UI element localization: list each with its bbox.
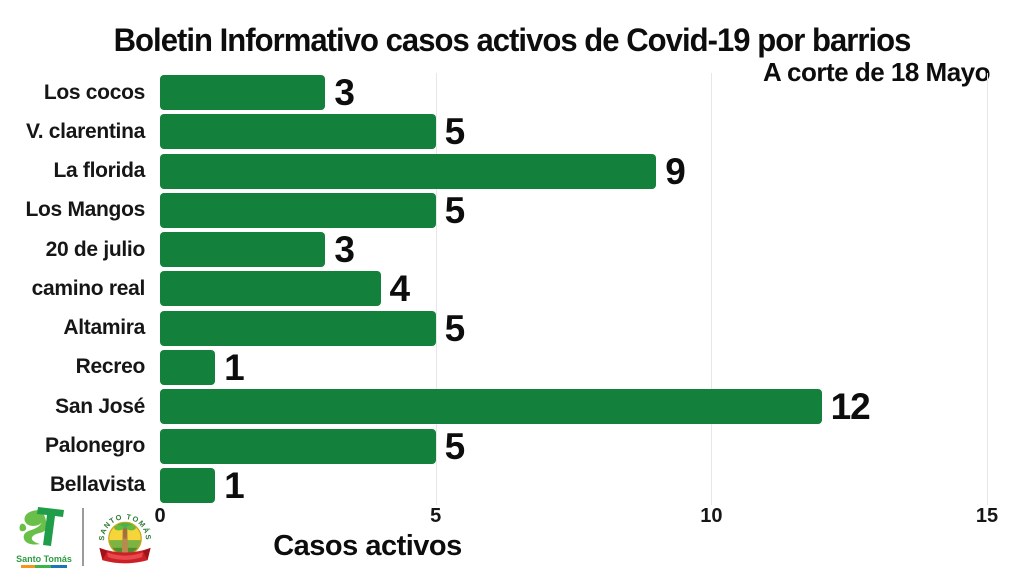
bar-row: La florida 9 (0, 152, 1024, 191)
category-label: 20 de julio (45, 237, 146, 261)
bar (160, 192, 436, 228)
x-axis-label: Casos activos (273, 530, 462, 562)
bar-row: San José 12 (0, 387, 1024, 426)
bar-track: 1 (160, 466, 1024, 505)
footer-logos: Santo Tomás SANTO TOMÁS (16, 503, 156, 571)
bar-value-label: 4 (389, 268, 411, 310)
bar-value-label: 5 (444, 307, 466, 349)
bar (160, 467, 216, 503)
seal-ribbon (107, 552, 143, 560)
x-tick-0: 0 (154, 505, 166, 527)
bar (160, 310, 436, 346)
category-label: V. clarentina (25, 119, 145, 143)
bar-track: 5 (160, 426, 1024, 465)
bar-row: Los cocos 3 (0, 73, 1024, 112)
bar (160, 114, 436, 150)
bar-track: 9 (160, 152, 1024, 191)
x-axis: 0 5 10 15 (0, 505, 1024, 535)
bar-row: Bellavista 1 (0, 466, 1024, 505)
bar (160, 271, 381, 307)
bar-track: 3 (160, 230, 1024, 269)
bar-value-label: 5 (444, 189, 466, 231)
category-label: La florida (53, 159, 145, 183)
bar-value-label: 5 (444, 425, 466, 467)
bar (160, 232, 326, 268)
bar-value-label: 9 (665, 150, 686, 192)
bar-track: 4 (160, 269, 1024, 308)
st-monogram-icon (19, 507, 64, 546)
bar-value-label: 3 (334, 72, 355, 114)
chart-title: Boletin Informativo casos activos de Cov… (113, 22, 912, 58)
bar-row: 20 de julio 3 (0, 230, 1024, 269)
bar-track: 5 (160, 309, 1024, 348)
bar-value-label: 3 (334, 229, 355, 271)
bar-row: camino real 4 (0, 269, 1024, 308)
x-tick-5: 5 (430, 505, 442, 527)
category-label: San José (55, 394, 145, 418)
bar-track: 3 (160, 73, 1024, 112)
bar-track: 1 (160, 348, 1024, 387)
logo-divider (82, 508, 84, 566)
st-logo-wordmark: Santo Tomás (16, 554, 72, 564)
bar (160, 75, 326, 111)
gridline-5 (435, 73, 437, 505)
gridline-10 (711, 73, 713, 505)
bar-rows: Los cocos 3 V. clarentina 5 La florida 9 Los M… (0, 73, 1024, 505)
bar-row: Altamira 5 (0, 309, 1024, 348)
bar-row: Los Mangos 5 (0, 191, 1024, 230)
chart-subtitle: A corte de 18 Mayo (762, 57, 991, 87)
category-label: Altamira (63, 316, 145, 340)
bar (160, 153, 657, 189)
bar-track: 5 (160, 112, 1024, 151)
bar (160, 349, 216, 385)
bar-chart-plot-area: Los cocos 3 V. clarentina 5 La florida 9 Los M… (0, 73, 1024, 505)
st-logo-tagline-strip (21, 565, 67, 568)
category-label: Bellavista (49, 473, 145, 497)
x-tick-15: 15 (975, 505, 999, 527)
category-label: camino real (31, 276, 146, 300)
bar-value-label: 12 (830, 386, 871, 428)
bar-row: V. clarentina 5 (0, 112, 1024, 151)
category-label: Palonegro (45, 434, 145, 458)
category-label: Los Mangos (25, 198, 145, 222)
bar-track: 5 (160, 191, 1024, 230)
bar-row: Recreo 1 (0, 348, 1024, 387)
category-label: Los cocos (43, 80, 145, 104)
bar-value-label: 1 (224, 464, 245, 506)
gridline-15 (987, 73, 988, 505)
bar-track: 12 (160, 387, 1024, 426)
santo-tomas-st-logo: Santo Tomás (16, 504, 72, 570)
bar (160, 428, 436, 464)
bar (160, 389, 822, 425)
category-label: Recreo (75, 355, 146, 379)
bar-row: Palonegro 5 (0, 426, 1024, 465)
bar-value-label: 5 (444, 111, 466, 153)
santo-tomas-municipal-seal: SANTO TOMÁS (97, 512, 152, 564)
bar-value-label: 1 (224, 346, 245, 388)
x-tick-10: 10 (700, 505, 723, 527)
